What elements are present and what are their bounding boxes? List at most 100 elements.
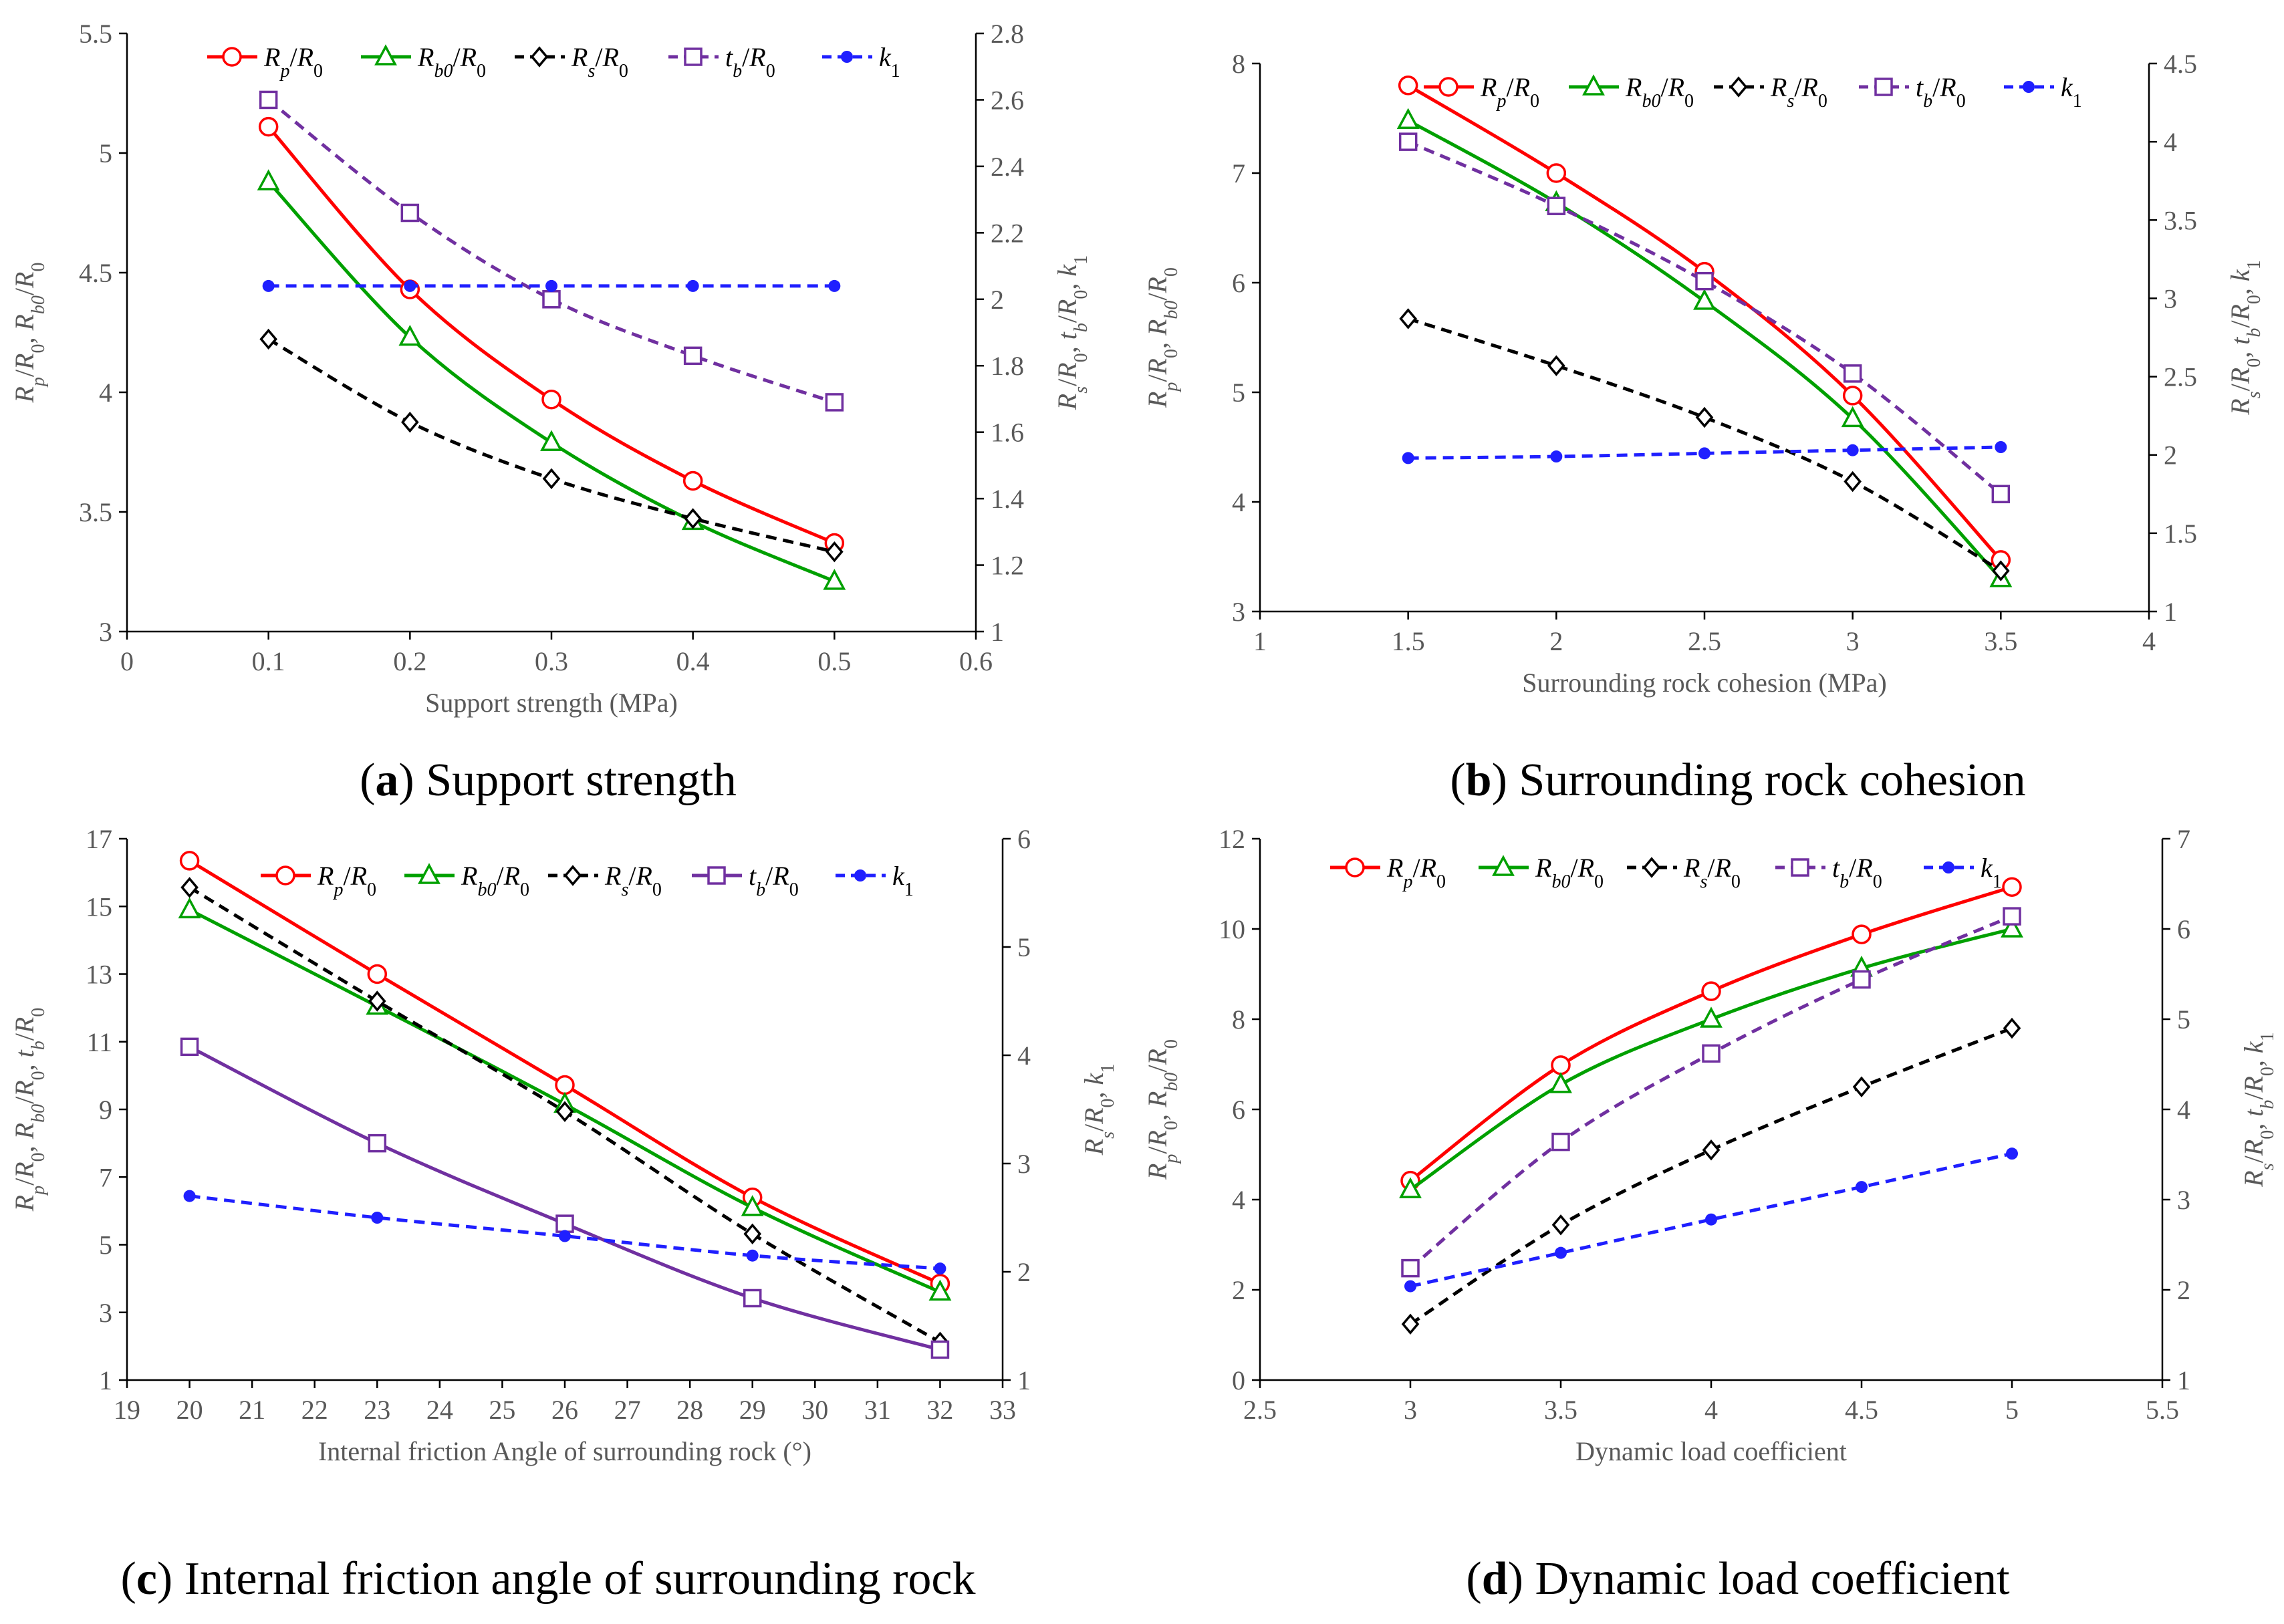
series-line-rs (1409, 1027, 2013, 1326)
y-right-tick-label: 2.4 (991, 152, 1024, 182)
data-point-rb0 (1549, 1072, 1572, 1093)
data-point-rs (180, 877, 199, 898)
data-point-k1 (1698, 447, 1710, 460)
y-right-tick-label: 2 (2177, 1275, 2190, 1305)
data-point-tb (368, 1133, 387, 1153)
x-tick-label: 24 (426, 1395, 453, 1425)
series-k1 (183, 1190, 946, 1275)
x-tick-label: 4 (2142, 626, 2156, 656)
y-right-tick-label: 2.6 (991, 85, 1024, 115)
y-right-tick-label: 7 (2177, 824, 2190, 854)
y-left-tick-label: 17 (86, 824, 112, 854)
data-point-rb0 (1700, 1006, 1723, 1028)
x-tick-label: 3.5 (1544, 1395, 1577, 1425)
x-tick-label: 3 (1846, 626, 1860, 656)
data-point-k1 (1856, 1181, 1868, 1194)
legend-marker-rs (1642, 857, 1661, 878)
series-tb (259, 90, 844, 412)
panel-caption: (b) Surrounding rock cohesion (1450, 755, 2025, 806)
data-point-rp (1852, 924, 1872, 944)
data-point-rp (541, 389, 561, 410)
legend-marker-rb0 (1492, 855, 1515, 876)
data-point-rs (1702, 1139, 1721, 1161)
panel-c-internal-friction-angle: 19 20 21 22 23 24 25 26 27 28 29 30 31 32 331357911131… (9, 824, 1118, 1605)
x-tick-label: 28 (676, 1395, 703, 1425)
legend-item-rp: Rp/R0 (1424, 72, 1539, 112)
series-line-rb0 (1407, 119, 2003, 580)
y-right-tick-label: 1 (1017, 1365, 1031, 1395)
legend-item-rb0: Rb0/R0 (1479, 853, 1604, 892)
y-left-tick-label: 0 (1232, 1365, 1245, 1395)
y-right-tick-label: 1.2 (991, 551, 1024, 581)
data-point-rb0 (1396, 108, 1420, 130)
legend: Rp/R0 Rb0/R0 Rs/R0 tb/R0 k1 (1424, 72, 2082, 112)
x-axis-title: Support strength (MPa) (425, 688, 678, 718)
data-point-tb (1843, 364, 1862, 383)
x-tick-label: 20 (176, 1395, 203, 1425)
y-right-tick-label: 3 (2164, 283, 2177, 313)
data-point-k1 (746, 1249, 759, 1262)
data-point-rb0 (823, 569, 846, 590)
x-tick-label: 4 (1704, 1395, 1718, 1425)
data-point-tb (400, 203, 420, 223)
y-left-tick-label: 8 (1232, 1004, 1245, 1035)
data-point-rb0 (1693, 289, 1716, 310)
y-left-tick-label: 7 (1232, 158, 1245, 188)
legend-label-tb: tb/R0 (1832, 853, 1882, 892)
y-right-tick-label: 2 (2164, 440, 2177, 470)
x-tick-label: 29 (739, 1395, 766, 1425)
legend-label-rs: Rs/R0 (571, 42, 628, 82)
legend-label-tb: tb/R0 (725, 42, 775, 82)
data-point-rb0 (741, 1195, 764, 1216)
x-tick-label: 0 (120, 646, 134, 676)
data-point-tb (259, 90, 278, 110)
data-point-rb0 (1841, 406, 1864, 428)
legend-label-rb0: Rb0/R0 (417, 42, 486, 82)
data-point-rs (542, 468, 561, 489)
legend-label-rp: Rp/R0 (1386, 853, 1446, 892)
legend-item-rb0: Rb0/R0 (1569, 72, 1694, 112)
series-tb (180, 1037, 950, 1359)
y-right-tick-label: 2.2 (991, 218, 1024, 248)
legend-item-rb0: Rb0/R0 (404, 861, 529, 900)
y-right-tick-label: 6 (2177, 914, 2190, 944)
x-tick-label: 32 (926, 1395, 953, 1425)
data-point-rp (2002, 877, 2022, 897)
y-left-axis-title: Rp/R0, Rb0/R0 (9, 263, 49, 404)
series-line-tb (1407, 140, 2002, 496)
x-tick-label: 2.5 (1688, 626, 1721, 656)
y-right-tick-label: 5 (1017, 932, 1031, 962)
x-tick-label: 31 (864, 1395, 891, 1425)
y-left-tick-label: 6 (1232, 1095, 1245, 1125)
legend-marker-rp (1438, 77, 1458, 97)
legend-marker-tb (1791, 858, 1809, 877)
legend-marker-tb (1874, 78, 1893, 96)
panel-caption: (a) Support strength (360, 755, 737, 806)
data-point-k1 (1404, 1280, 1416, 1293)
y-left-tick-label: 1 (99, 1365, 112, 1395)
x-axis-title: Dynamic load coefficient (1575, 1436, 1847, 1466)
data-point-rp (1546, 163, 1567, 183)
y-right-axis-title: Rs/R0, tb/R0, k1 (1052, 255, 1092, 410)
y-left-tick-label: 5 (99, 138, 112, 168)
data-point-rs (1547, 355, 1565, 376)
data-point-rb0 (540, 430, 563, 451)
series-rs (259, 328, 844, 563)
x-tick-label: 2 (1549, 626, 1563, 656)
y-left-tick-label: 3 (99, 617, 112, 647)
x-tick-label: 30 (801, 1395, 828, 1425)
legend-item-tb: tb/R0 (692, 861, 799, 900)
y-right-tick-label: 5 (2177, 1004, 2190, 1035)
y-right-tick-label: 4 (2177, 1095, 2190, 1125)
y-right-axis-title: Rs/R0, tb/R0, k1 (2239, 1032, 2278, 1187)
x-tick-label: 33 (989, 1395, 1016, 1425)
data-point-rs (826, 541, 844, 563)
x-tick-label: 21 (239, 1395, 265, 1425)
legend-label-tb: tb/R0 (749, 861, 799, 900)
legend-label-rp: Rp/R0 (263, 42, 323, 82)
legend-marker-k1 (841, 51, 853, 63)
y-left-tick-label: 4 (1232, 1185, 1245, 1215)
legend-item-rs: Rs/R0 (1714, 72, 1827, 112)
